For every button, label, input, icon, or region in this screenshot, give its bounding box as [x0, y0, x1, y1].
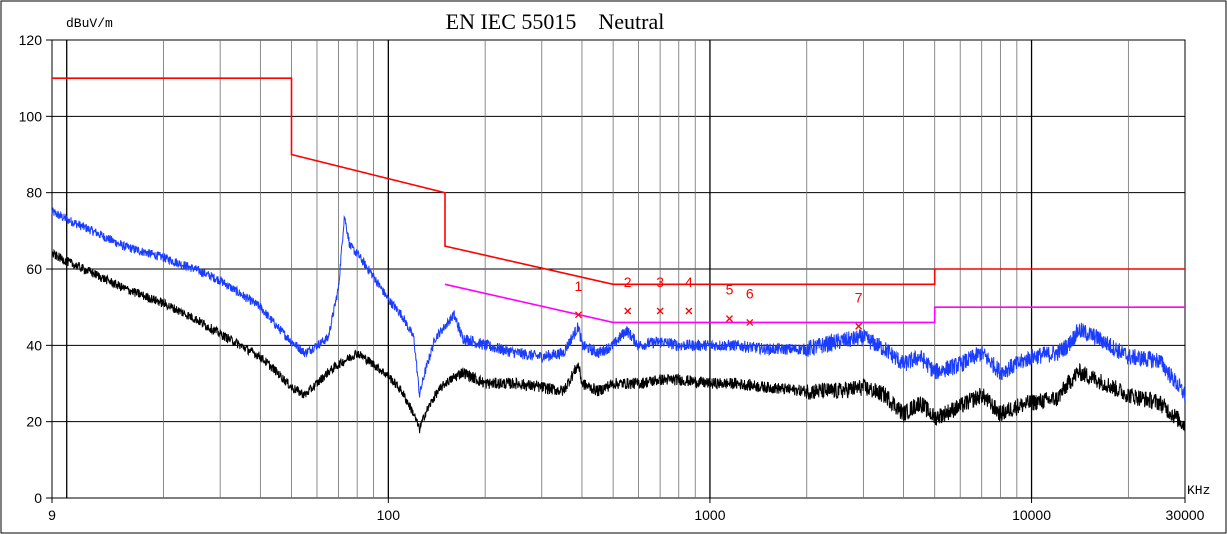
y-tick-label: 120 [19, 32, 43, 48]
x-tick-label: 30000 [1166, 507, 1205, 523]
y-axis-ticks: 0 20 40 60 80 100 120 [19, 32, 52, 506]
black-trace [51, 248, 1186, 434]
peak-marker-label: 7 [855, 289, 863, 305]
peak-marker-x [726, 315, 733, 323]
peak-marker-label: 3 [656, 274, 664, 290]
x-axis-ticks: 9 100 1000 10000 30000 [48, 498, 1205, 523]
limit-lines [52, 77, 1185, 324]
grid-lines [52, 40, 1185, 498]
peak-marker-label: 6 [746, 285, 754, 301]
y-tick-label: 0 [34, 490, 42, 506]
limit-line [52, 77, 1185, 286]
limit-line [444, 283, 1185, 324]
peak-marker-label: 2 [624, 274, 632, 290]
y-tick-label: 20 [26, 414, 42, 430]
x-axis-unit: KHz [1187, 483, 1210, 498]
peak-marker-label: 5 [726, 282, 734, 298]
blue-trace [51, 207, 1186, 402]
peak-marker-x [574, 311, 582, 319]
y-tick-label: 40 [26, 337, 42, 353]
y-tick-label: 100 [19, 108, 43, 124]
peak-marker-label: 4 [685, 274, 693, 290]
data-series [51, 207, 1186, 434]
peak-marker-x [624, 307, 632, 315]
peak-marker-x [855, 322, 863, 330]
x-tick-label: 1000 [694, 507, 725, 523]
peak-marker-label: 1 [575, 278, 583, 294]
x-tick-label: 10000 [1012, 507, 1051, 523]
y-axis-unit: dBuV/m [66, 16, 113, 31]
y-tick-label: 80 [26, 185, 42, 201]
x-tick-label: 9 [48, 507, 56, 523]
peak-marker-x [685, 307, 693, 315]
y-tick-label: 60 [26, 261, 42, 277]
peak-marker-x [746, 318, 754, 326]
chart-title: EN IEC 55015 Neutral [446, 9, 665, 34]
peak-marker-x [656, 307, 664, 315]
x-tick-label: 100 [377, 507, 401, 523]
